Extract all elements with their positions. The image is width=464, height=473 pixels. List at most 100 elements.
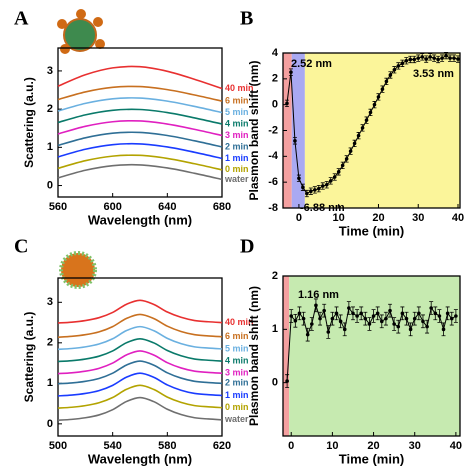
data-point	[352, 141, 357, 146]
shaded-region	[283, 276, 290, 436]
annotation: -6.88 nm	[300, 202, 345, 214]
y-tick-label: 0	[47, 179, 53, 191]
data-point	[376, 95, 381, 99]
x-tick-label: 20	[372, 212, 384, 224]
panel-label: C	[14, 236, 28, 258]
x-tick-label: 0	[288, 440, 294, 452]
x-tick-label: 560	[49, 201, 67, 213]
y-axis-label: Plasmon band shift (nm)	[247, 60, 261, 200]
data-line	[286, 303, 457, 382]
data-point	[396, 64, 401, 68]
data-point	[400, 311, 405, 316]
spectrum-line	[57, 313, 223, 338]
data-point	[429, 306, 433, 310]
panel-label: A	[14, 8, 29, 30]
spectrum-line	[57, 360, 223, 385]
particle-bead	[60, 44, 70, 54]
data-point	[293, 139, 297, 143]
data-point	[356, 133, 361, 138]
y-tick-label: -6	[268, 176, 278, 188]
data-point	[310, 322, 314, 326]
x-axis-label: Wavelength (nm)	[88, 212, 192, 227]
data-point	[412, 57, 417, 62]
spectrum-line	[57, 85, 223, 102]
spectrum-line	[57, 97, 223, 114]
curve-label: 0 min	[225, 164, 249, 174]
y-axis-label: Plasmon band shift (nm)	[247, 286, 261, 426]
spectrum-line	[57, 163, 223, 181]
data-point	[392, 67, 397, 72]
data-point	[384, 316, 388, 321]
data-point	[388, 73, 393, 77]
y-tick-label: 0	[272, 99, 278, 111]
y-axis-label: Scattering (a.u.)	[22, 77, 36, 168]
curve-label: 3 min	[225, 368, 249, 378]
data-point	[314, 303, 318, 308]
spectrum-line	[57, 337, 223, 363]
data-point	[293, 319, 298, 323]
y-tick-label: 4	[272, 47, 279, 59]
data-point	[388, 308, 392, 313]
x-tick-label: 640	[158, 201, 176, 213]
y-tick-label: 3	[47, 296, 53, 308]
x-tick-label: 540	[103, 440, 121, 452]
y-axis-label: Scattering (a.u.)	[22, 312, 36, 403]
data-point	[404, 58, 409, 63]
x-tick-label: 620	[213, 440, 231, 452]
data-point	[412, 316, 417, 321]
data-point	[305, 191, 309, 196]
curve-label: water	[224, 174, 249, 184]
x-tick-label: 500	[49, 440, 67, 452]
particle-core	[63, 18, 97, 52]
y-tick-label: 2	[272, 270, 278, 282]
data-point	[348, 149, 353, 153]
data-point	[305, 332, 310, 337]
data-point	[437, 314, 442, 318]
data-point	[432, 56, 436, 60]
data-point	[367, 322, 372, 326]
data-point	[372, 102, 377, 107]
x-tick-label: 580	[158, 440, 176, 452]
x-tick-label: 680	[213, 201, 231, 213]
spectrum-line	[57, 372, 223, 397]
y-tick-label: 3	[47, 65, 53, 77]
data-point	[285, 101, 289, 106]
plot-frame	[282, 275, 461, 437]
data-point	[400, 61, 405, 66]
x-tick-label: 40	[450, 440, 462, 452]
y-tick-label: 1	[47, 141, 53, 153]
curve-label: 1 min	[225, 390, 249, 400]
spectrum-line	[57, 154, 223, 171]
curve-label: 6 min	[225, 95, 249, 105]
x-tick-label: 40	[452, 212, 464, 224]
data-point	[371, 314, 376, 318]
data-point	[318, 316, 322, 321]
curve-label: 2 min	[225, 378, 249, 388]
nanoparticle-icon	[57, 9, 105, 54]
data-point	[324, 182, 329, 187]
x-axis-label: Wavelength (nm)	[88, 451, 192, 466]
data-point	[396, 324, 401, 329]
data-point	[440, 56, 444, 60]
data-point	[322, 308, 326, 313]
spectrum-line	[57, 325, 223, 351]
data-point	[334, 311, 339, 316]
data-point	[375, 311, 380, 316]
data-point	[425, 324, 429, 329]
y-tick-label: 1	[272, 323, 278, 335]
annotation: 2.52 nm	[291, 58, 332, 70]
x-axis-label: Time (min)	[339, 451, 405, 466]
data-point	[359, 311, 364, 316]
data-point	[297, 176, 301, 181]
y-tick-label: 2	[272, 73, 278, 85]
spectrum-line	[57, 350, 223, 375]
x-tick-label: 30	[412, 212, 424, 224]
x-tick-label: 20	[367, 440, 379, 452]
data-point	[289, 70, 293, 74]
x-tick-label: 600	[103, 201, 121, 213]
spectrum-line	[57, 120, 223, 137]
curve-label: 40 min	[225, 317, 254, 327]
data-point	[408, 57, 413, 62]
x-axis-label: Time (min)	[339, 223, 405, 238]
data-point	[342, 327, 347, 332]
